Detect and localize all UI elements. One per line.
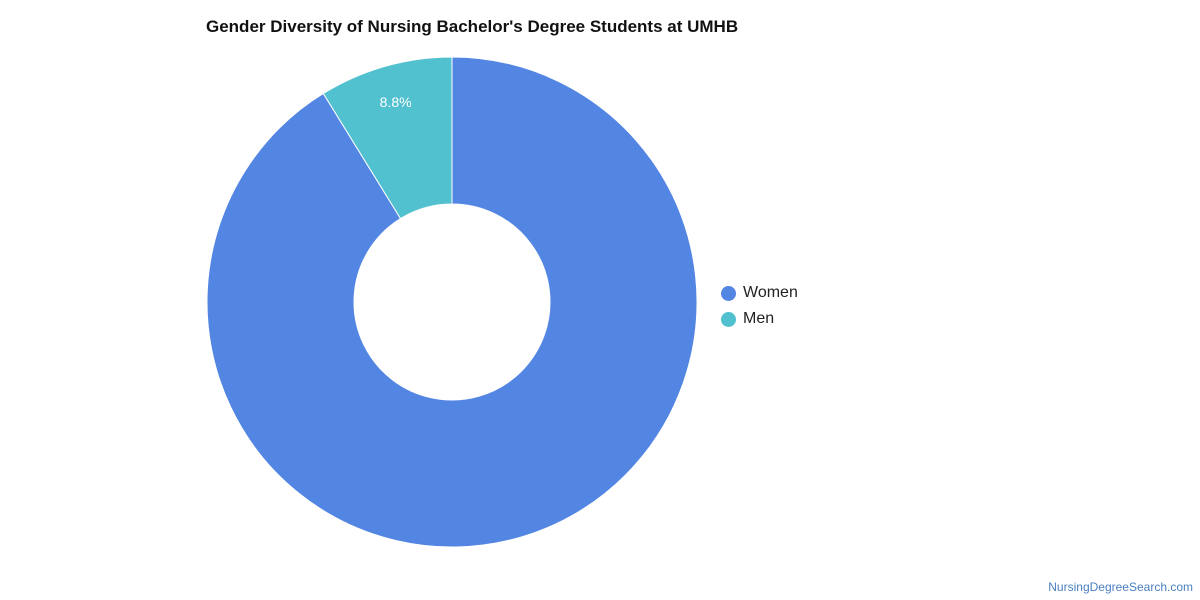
legend: Women Men bbox=[721, 280, 798, 332]
legend-swatch-women bbox=[721, 285, 736, 301]
slice-label-men: 8.8% bbox=[380, 94, 412, 110]
slice-label-women: 91.2% bbox=[505, 549, 545, 565]
legend-swatch-men bbox=[721, 311, 736, 327]
legend-label-women: Women bbox=[743, 284, 798, 301]
source-link[interactable]: NursingDegreeSearch.com bbox=[1048, 580, 1193, 594]
legend-label-men: Men bbox=[743, 310, 775, 327]
slice-labels-group: 91.2% 8.8% bbox=[380, 94, 545, 565]
legend-item-women[interactable]: Women bbox=[721, 280, 798, 306]
chart-title: Gender Diversity of Nursing Bachelor's D… bbox=[206, 17, 739, 36]
slice-women[interactable] bbox=[206, 56, 698, 548]
legend-item-men[interactable]: Men bbox=[721, 306, 798, 332]
slice-men[interactable] bbox=[322, 56, 453, 220]
slices-group bbox=[206, 56, 698, 548]
